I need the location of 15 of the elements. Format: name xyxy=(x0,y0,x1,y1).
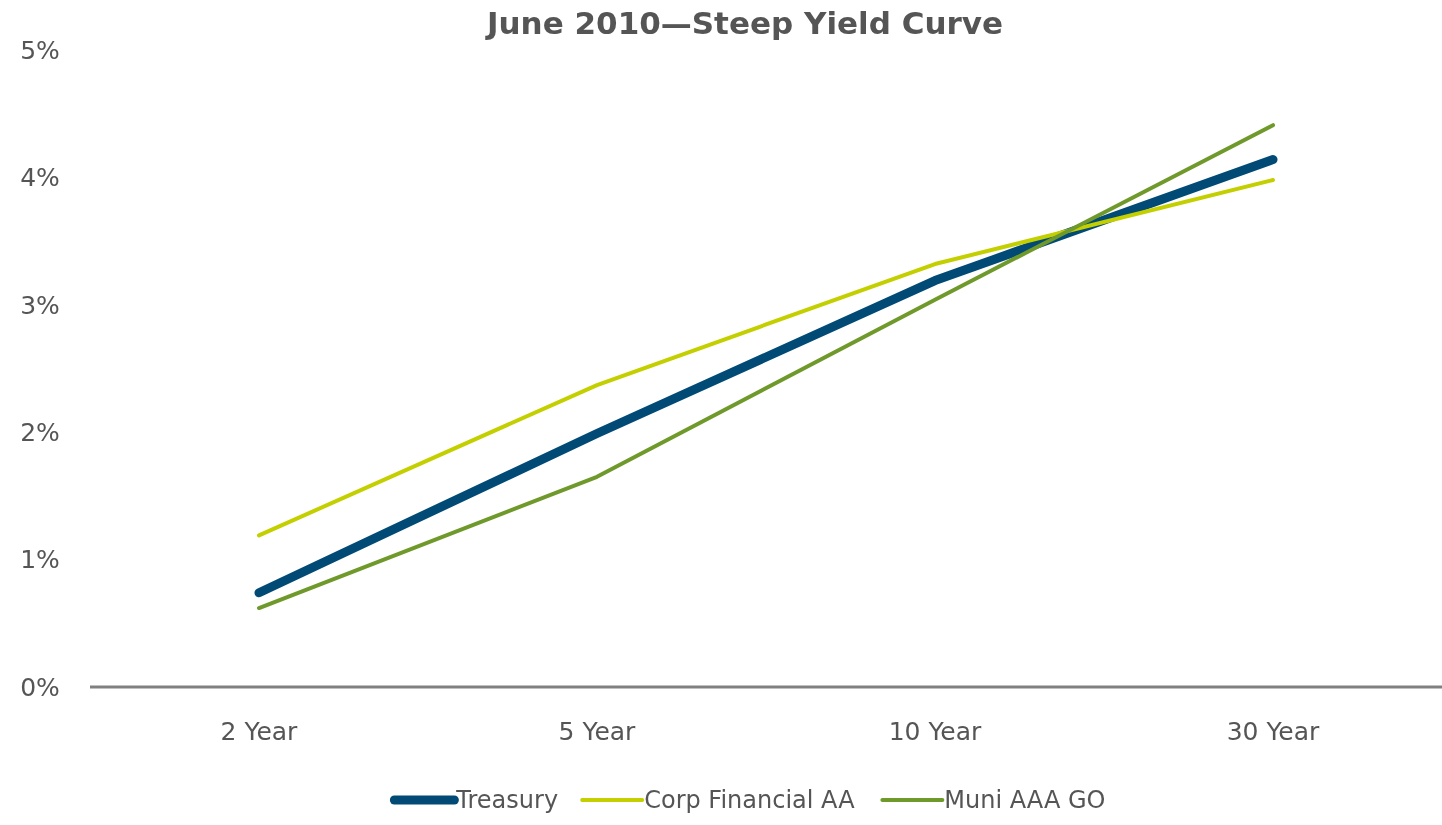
y-tick-label: 3% xyxy=(20,290,60,320)
y-tick-label: 1% xyxy=(20,545,60,575)
y-tick-label: 4% xyxy=(20,163,60,193)
x-tick-label: 10 Year xyxy=(888,717,983,746)
x-tick-label: 2 Year xyxy=(220,717,299,746)
chart-title: June 2010—Steep Yield Curve xyxy=(485,5,1003,41)
x-tick-label: 30 Year xyxy=(1226,717,1321,746)
y-tick-label: 0% xyxy=(20,672,60,702)
line-series xyxy=(257,177,1275,538)
legend-label: Corp Financial AA xyxy=(644,786,856,814)
legend-label: Muni AAA GO xyxy=(944,786,1106,814)
x-tick-label: 5 Year xyxy=(558,717,637,746)
y-tick-label: 2% xyxy=(20,417,60,447)
y-tick-label: 5% xyxy=(20,35,60,65)
legend-label: Treasury xyxy=(455,786,559,814)
